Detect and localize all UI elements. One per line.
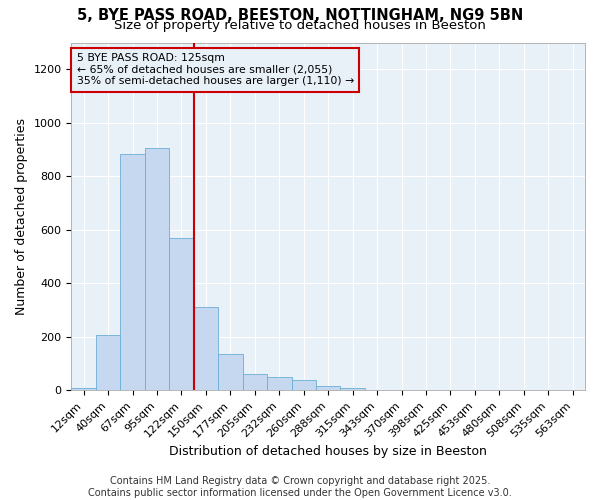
Text: 5 BYE PASS ROAD: 125sqm
← 65% of detached houses are smaller (2,055)
35% of semi: 5 BYE PASS ROAD: 125sqm ← 65% of detache… (77, 53, 354, 86)
Bar (242, 374, 267, 390)
Text: 5, BYE PASS ROAD, BEESTON, NOTTINGHAM, NG9 5BN: 5, BYE PASS ROAD, BEESTON, NOTTINGHAM, N… (77, 8, 523, 22)
Text: Size of property relative to detached houses in Beeston: Size of property relative to detached ho… (114, 18, 486, 32)
X-axis label: Distribution of detached houses by size in Beeston: Distribution of detached houses by size … (169, 444, 487, 458)
Bar (71, 388, 96, 390)
Bar (267, 377, 292, 390)
Bar (121, 154, 145, 390)
Text: Contains HM Land Registry data © Crown copyright and database right 2025.
Contai: Contains HM Land Registry data © Crown c… (88, 476, 512, 498)
Bar (96, 336, 121, 390)
Bar (169, 238, 194, 390)
Bar (145, 148, 169, 390)
Bar (218, 354, 242, 390)
Bar (340, 388, 365, 390)
Bar (194, 308, 218, 390)
Bar (316, 386, 340, 390)
Bar (292, 380, 316, 390)
Y-axis label: Number of detached properties: Number of detached properties (15, 118, 28, 315)
